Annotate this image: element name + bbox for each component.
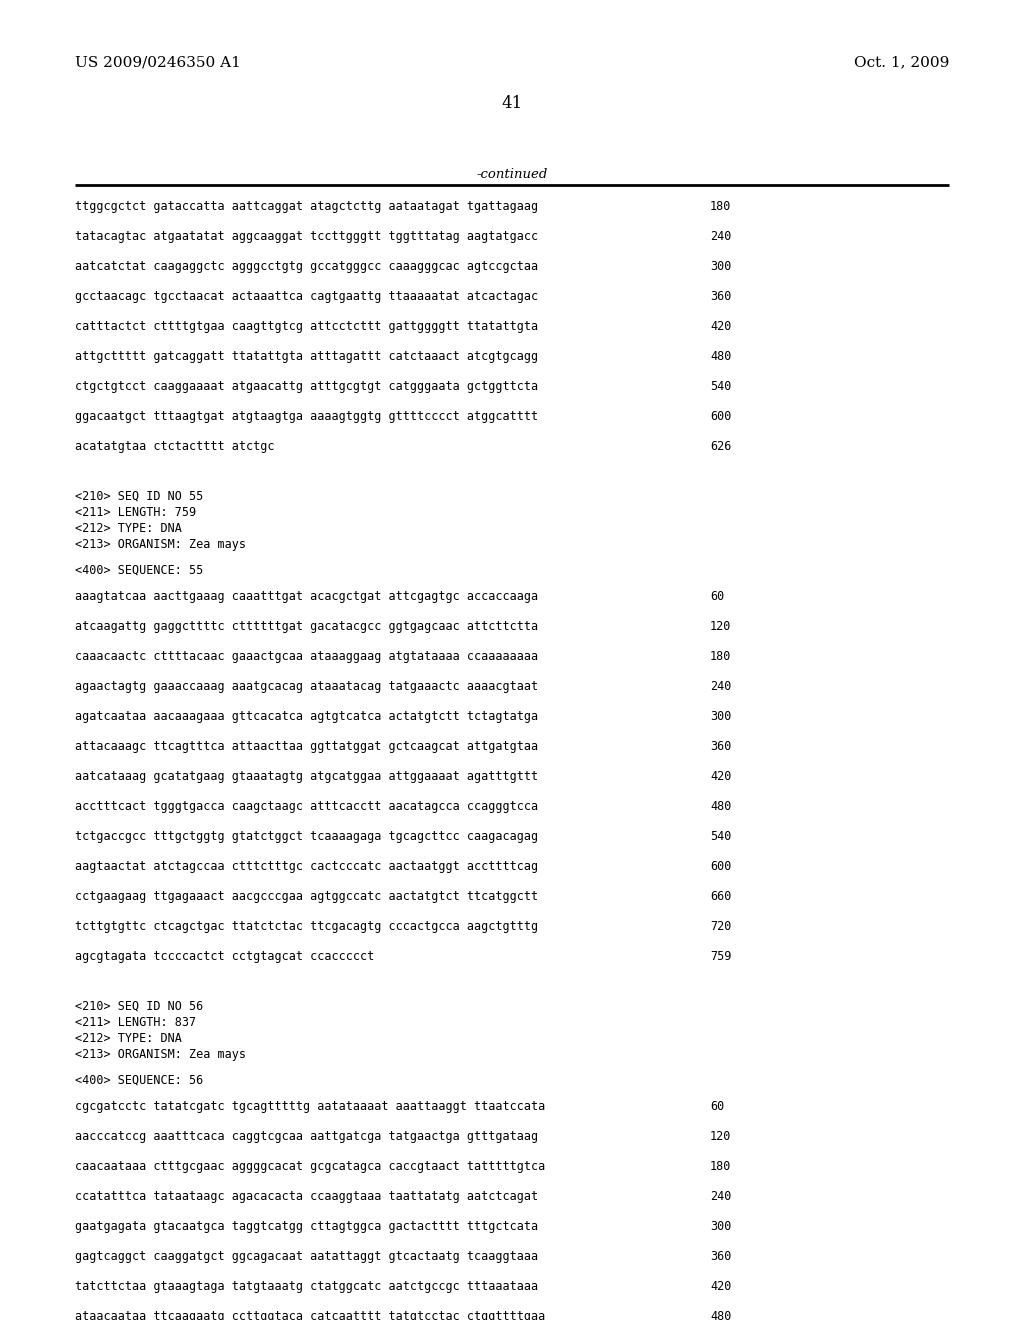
Text: 120: 120 [710, 620, 731, 634]
Text: 300: 300 [710, 1220, 731, 1233]
Text: 480: 480 [710, 1309, 731, 1320]
Text: <213> ORGANISM: Zea mays: <213> ORGANISM: Zea mays [75, 1048, 246, 1061]
Text: 240: 240 [710, 230, 731, 243]
Text: aagtaactat atctagccaa ctttctttgc cactcccatc aactaatggt accttttcag: aagtaactat atctagccaa ctttctttgc cactccc… [75, 861, 539, 873]
Text: tctgaccgcc tttgctggtg gtatctggct tcaaaagaga tgcagcttcc caagacagag: tctgaccgcc tttgctggtg gtatctggct tcaaaag… [75, 830, 539, 843]
Text: 480: 480 [710, 800, 731, 813]
Text: 300: 300 [710, 260, 731, 273]
Text: 540: 540 [710, 380, 731, 393]
Text: 540: 540 [710, 830, 731, 843]
Text: aaagtatcaa aacttgaaag caaatttgat acacgctgat attcgagtgc accaccaaga: aaagtatcaa aacttgaaag caaatttgat acacgct… [75, 590, 539, 603]
Text: caacaataaa ctttgcgaac aggggcacat gcgcatagca caccgtaact tatttttgtca: caacaataaa ctttgcgaac aggggcacat gcgcata… [75, 1160, 545, 1173]
Text: US 2009/0246350 A1: US 2009/0246350 A1 [75, 55, 241, 69]
Text: <210> SEQ ID NO 56: <210> SEQ ID NO 56 [75, 1001, 203, 1012]
Text: attacaaagc ttcagtttca attaacttaa ggttatggat gctcaagcat attgatgtaa: attacaaagc ttcagtttca attaacttaa ggttatg… [75, 741, 539, 752]
Text: 300: 300 [710, 710, 731, 723]
Text: atcaagattg gaggcttttc cttttttgat gacatacgcc ggtgagcaac attcttctta: atcaagattg gaggcttttc cttttttgat gacatac… [75, 620, 539, 634]
Text: 420: 420 [710, 319, 731, 333]
Text: tatacagtac atgaatatat aggcaaggat tccttgggtt tggtttatag aagtatgacc: tatacagtac atgaatatat aggcaaggat tccttgg… [75, 230, 539, 243]
Text: <211> LENGTH: 759: <211> LENGTH: 759 [75, 506, 197, 519]
Text: 420: 420 [710, 1280, 731, 1294]
Text: 660: 660 [710, 890, 731, 903]
Text: 120: 120 [710, 1130, 731, 1143]
Text: <213> ORGANISM: Zea mays: <213> ORGANISM: Zea mays [75, 539, 246, 550]
Text: 180: 180 [710, 649, 731, 663]
Text: tatcttctaa gtaaagtaga tatgtaaatg ctatggcatc aatctgccgc tttaaataaa: tatcttctaa gtaaagtaga tatgtaaatg ctatggc… [75, 1280, 539, 1294]
Text: aacccatccg aaatttcaca caggtcgcaa aattgatcga tatgaactga gtttgataag: aacccatccg aaatttcaca caggtcgcaa aattgat… [75, 1130, 539, 1143]
Text: 480: 480 [710, 350, 731, 363]
Text: <210> SEQ ID NO 55: <210> SEQ ID NO 55 [75, 490, 203, 503]
Text: ttggcgctct gataccatta aattcaggat atagctcttg aataatagat tgattagaag: ttggcgctct gataccatta aattcaggat atagctc… [75, 201, 539, 213]
Text: <400> SEQUENCE: 56: <400> SEQUENCE: 56 [75, 1074, 203, 1086]
Text: caaacaactc cttttacaac gaaactgcaa ataaaggaag atgtataaaa ccaaaaaaaa: caaacaactc cttttacaac gaaactgcaa ataaagg… [75, 649, 539, 663]
Text: acatatgtaa ctctactttt atctgc: acatatgtaa ctctactttt atctgc [75, 440, 274, 453]
Text: 240: 240 [710, 1191, 731, 1203]
Text: 60: 60 [710, 1100, 724, 1113]
Text: 360: 360 [710, 1250, 731, 1263]
Text: <211> LENGTH: 837: <211> LENGTH: 837 [75, 1016, 197, 1030]
Text: <400> SEQUENCE: 55: <400> SEQUENCE: 55 [75, 564, 203, 577]
Text: 600: 600 [710, 861, 731, 873]
Text: -continued: -continued [476, 168, 548, 181]
Text: attgcttttt gatcaggatt ttatattgta atttagattt catctaaact atcgtgcagg: attgcttttt gatcaggatt ttatattgta atttaga… [75, 350, 539, 363]
Text: gcctaacagc tgcctaacat actaaattca cagtgaattg ttaaaaatat atcactagac: gcctaacagc tgcctaacat actaaattca cagtgaa… [75, 290, 539, 304]
Text: catttactct cttttgtgaa caagttgtcg attcctcttt gattggggtt ttatattgta: catttactct cttttgtgaa caagttgtcg attcctc… [75, 319, 539, 333]
Text: 720: 720 [710, 920, 731, 933]
Text: aatcatctat caagaggctc agggcctgtg gccatgggcc caaagggcac agtccgctaa: aatcatctat caagaggctc agggcctgtg gccatgg… [75, 260, 539, 273]
Text: 41: 41 [502, 95, 522, 112]
Text: ataacaataa ttcaagaatg ccttggtaca catcaatttt tatgtcctac ctggttttgaa: ataacaataa ttcaagaatg ccttggtaca catcaat… [75, 1309, 545, 1320]
Text: cctgaagaag ttgagaaact aacgcccgaa agtggccatc aactatgtct ttcatggctt: cctgaagaag ttgagaaact aacgcccgaa agtggcc… [75, 890, 539, 903]
Text: 759: 759 [710, 950, 731, 964]
Text: 60: 60 [710, 590, 724, 603]
Text: 360: 360 [710, 741, 731, 752]
Text: ccatatttca tataataagc agacacacta ccaaggtaaa taattatatg aatctcagat: ccatatttca tataataagc agacacacta ccaaggt… [75, 1191, 539, 1203]
Text: 626: 626 [710, 440, 731, 453]
Text: Oct. 1, 2009: Oct. 1, 2009 [854, 55, 949, 69]
Text: 240: 240 [710, 680, 731, 693]
Text: ggacaatgct tttaagtgat atgtaagtga aaaagtggtg gttttcccct atggcatttt: ggacaatgct tttaagtgat atgtaagtga aaaagtg… [75, 411, 539, 422]
Text: ctgctgtcct caaggaaaat atgaacattg atttgcgtgt catgggaata gctggttcta: ctgctgtcct caaggaaaat atgaacattg atttgcg… [75, 380, 539, 393]
Text: gaatgagata gtacaatgca taggtcatgg cttagtggca gactactttt tttgctcata: gaatgagata gtacaatgca taggtcatgg cttagtg… [75, 1220, 539, 1233]
Text: 180: 180 [710, 201, 731, 213]
Text: agcgtagata tccccactct cctgtagcat ccaccccct: agcgtagata tccccactct cctgtagcat ccacccc… [75, 950, 374, 964]
Text: 360: 360 [710, 290, 731, 304]
Text: 420: 420 [710, 770, 731, 783]
Text: acctttcact tgggtgacca caagctaagc atttcacctt aacatagcca ccagggtcca: acctttcact tgggtgacca caagctaagc atttcac… [75, 800, 539, 813]
Text: 180: 180 [710, 1160, 731, 1173]
Text: cgcgatcctc tatatcgatc tgcagtttttg aatataaaat aaattaaggt ttaatccata: cgcgatcctc tatatcgatc tgcagtttttg aatata… [75, 1100, 545, 1113]
Text: tcttgtgttc ctcagctgac ttatctctac ttcgacagtg cccactgcca aagctgtttg: tcttgtgttc ctcagctgac ttatctctac ttcgaca… [75, 920, 539, 933]
Text: <212> TYPE: DNA: <212> TYPE: DNA [75, 1032, 182, 1045]
Text: aatcataaag gcatatgaag gtaaatagtg atgcatggaa attggaaaat agatttgttt: aatcataaag gcatatgaag gtaaatagtg atgcatg… [75, 770, 539, 783]
Text: agaactagtg gaaaccaaag aaatgcacag ataaatacag tatgaaactc aaaacgtaat: agaactagtg gaaaccaaag aaatgcacag ataaata… [75, 680, 539, 693]
Text: agatcaataa aacaaagaaa gttcacatca agtgtcatca actatgtctt tctagtatga: agatcaataa aacaaagaaa gttcacatca agtgtca… [75, 710, 539, 723]
Text: gagtcaggct caaggatgct ggcagacaat aatattaggt gtcactaatg tcaaggtaaa: gagtcaggct caaggatgct ggcagacaat aatatta… [75, 1250, 539, 1263]
Text: 600: 600 [710, 411, 731, 422]
Text: <212> TYPE: DNA: <212> TYPE: DNA [75, 521, 182, 535]
